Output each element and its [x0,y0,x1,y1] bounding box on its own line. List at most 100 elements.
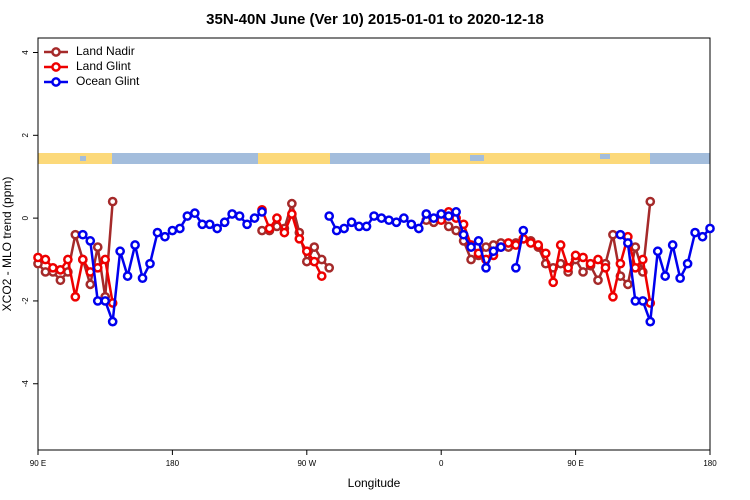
ocean-patch [470,155,484,161]
point [234,211,245,221]
point [309,242,320,252]
point [637,254,648,265]
point [107,196,118,207]
point [637,296,648,306]
point [272,213,282,223]
point [660,271,671,281]
x-axis-label: Longitude [348,476,401,490]
point [100,296,111,306]
point [85,279,96,290]
point [219,217,230,228]
point [481,262,491,273]
point [540,248,551,259]
point [511,240,521,250]
point [525,238,536,248]
point [309,256,320,267]
point [115,246,125,257]
point [361,221,372,232]
legend-label: Ocean Glint [76,74,140,88]
point [608,229,618,240]
point [33,252,43,263]
point [458,229,469,240]
point [645,196,656,207]
point [466,254,476,265]
point [555,240,566,250]
legend-marker [51,77,61,87]
point [92,296,103,306]
point [600,262,611,273]
point [645,316,656,327]
ocean-band [38,153,710,164]
point [324,211,335,221]
point [511,262,521,273]
point [421,209,432,219]
point [160,231,170,242]
point [182,211,193,221]
point [563,262,573,273]
point [242,219,252,230]
point [697,231,708,242]
y-tick-label: -2 [21,297,30,305]
point [443,211,454,221]
point [63,254,73,265]
point [473,236,484,246]
point [264,223,275,234]
point [48,262,58,273]
legend-marker [51,62,61,72]
y-tick-label: 4 [21,50,30,55]
point [324,262,335,273]
point [77,254,88,265]
point [107,316,118,327]
point [623,238,633,248]
point [376,213,387,223]
point [55,275,66,286]
land-band [258,153,330,164]
point [675,273,685,284]
point [384,215,394,226]
point [137,273,148,284]
point [503,238,514,248]
point [227,209,237,219]
point [399,213,409,223]
y-tick-label: -4 [21,380,30,388]
point [294,233,305,244]
point [667,240,678,250]
ocean-patch [80,156,86,161]
point [40,254,51,265]
point [570,250,581,261]
point [406,219,417,230]
point [608,291,618,302]
point [690,227,700,238]
land-band [430,153,650,164]
point [122,271,133,281]
point [85,236,96,246]
point [630,296,641,306]
point [578,252,588,263]
land-band [38,153,112,164]
point [578,267,588,277]
point [152,227,163,238]
y-tick-label: 2 [21,133,30,138]
point [443,221,454,232]
point [518,225,529,236]
point [615,229,626,240]
point [175,223,185,234]
point [705,223,715,234]
point [451,207,461,217]
legend-label: Land Nadir [76,44,135,58]
point [339,223,349,234]
x-tick-label: 180 [166,459,180,468]
x-tick-label: 0 [439,459,444,468]
map-strip [38,153,710,164]
point [189,208,200,219]
point [623,279,633,290]
point [145,258,155,269]
point [481,242,491,252]
point [167,225,178,236]
point [593,254,603,265]
x-tick-label: 180 [703,459,717,468]
point [301,256,312,267]
point [257,207,267,217]
point [77,229,88,240]
